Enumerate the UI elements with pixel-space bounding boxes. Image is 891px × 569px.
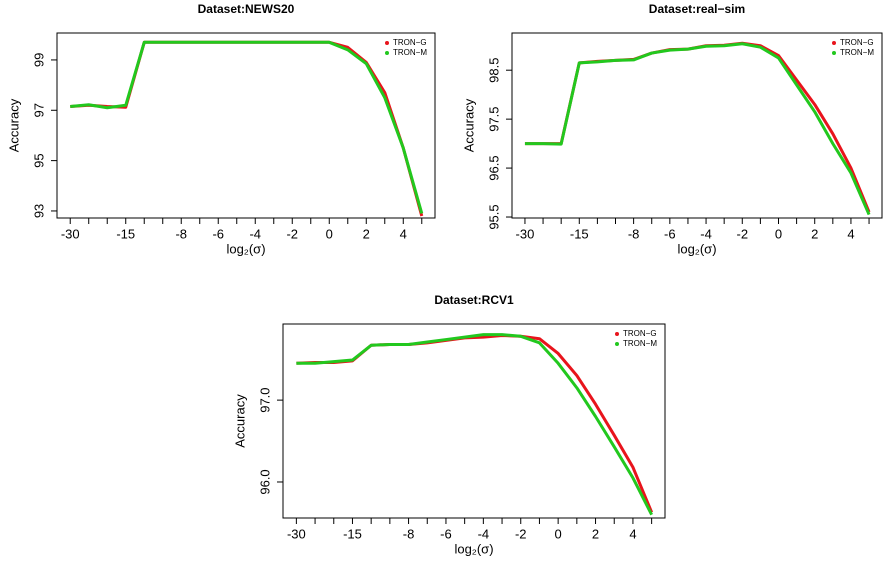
x-tick-label: 4: [847, 226, 854, 241]
legend-label: TRON−G: [393, 38, 427, 47]
x-axis-label: log₂(σ): [454, 541, 493, 556]
x-axis-label: log₂(σ): [226, 241, 265, 256]
x-tick-label: -30: [61, 226, 80, 241]
x-tick-label: 0: [775, 226, 782, 241]
x-tick-label: 0: [555, 526, 562, 541]
legend-marker: [385, 51, 389, 55]
y-axis-label: Accuracy: [6, 98, 21, 152]
x-tick-label: 2: [811, 226, 818, 241]
y-tick-label: 93: [31, 204, 46, 218]
x-tick-label: -2: [286, 226, 298, 241]
legend-label: TRON−M: [623, 339, 657, 348]
x-tick-label: -30: [287, 526, 306, 541]
x-tick-label: -4: [700, 226, 712, 241]
x-tick-label: -8: [628, 226, 640, 241]
plot-box: [282, 323, 666, 519]
x-tick-label: -15: [116, 226, 135, 241]
y-tick-label: 97: [31, 103, 46, 117]
x-tick-label: -8: [403, 526, 415, 541]
legend-label: TRON−G: [623, 329, 657, 338]
x-tick-label: -30: [516, 226, 535, 241]
x-tick-label: 2: [592, 526, 599, 541]
series-line: [524, 42, 871, 216]
series-line: [70, 40, 424, 214]
chart-title: Dataset:RCV1: [434, 293, 514, 307]
y-axis-label: Accuracy: [232, 394, 247, 448]
y-tick-label: 96.0: [257, 469, 272, 494]
y-tick-label: 95: [31, 153, 46, 167]
x-tick-label: -4: [478, 526, 490, 541]
x-tick-label: -6: [664, 226, 676, 241]
x-tick-label: -2: [736, 226, 748, 241]
legend-marker: [615, 342, 619, 346]
x-tick-label: 0: [326, 226, 333, 241]
legend-marker: [832, 51, 836, 55]
x-axis-label: log₂(σ): [677, 241, 716, 256]
y-tick-label: 95.5: [486, 204, 501, 229]
y-tick-label: 96.5: [486, 155, 501, 180]
chart-title: Dataset:NEWS20: [198, 2, 295, 16]
x-tick-label: 4: [629, 526, 636, 541]
y-tick-label: 99: [31, 53, 46, 67]
legend-marker: [832, 41, 836, 45]
legend-marker: [615, 332, 619, 336]
y-tick-label: 97.0: [257, 387, 272, 412]
x-tick-label: -2: [515, 526, 527, 541]
x-tick-label: -15: [570, 226, 589, 241]
y-axis-label: Accuracy: [461, 98, 476, 152]
series-line: [296, 333, 653, 516]
chart-title: Dataset:real−sim: [649, 2, 745, 16]
x-tick-label: -4: [249, 226, 261, 241]
legend-marker: [385, 41, 389, 45]
x-tick-label: -6: [212, 226, 224, 241]
legend-label: TRON−G: [840, 38, 874, 47]
y-tick-label: 98.5: [486, 58, 501, 83]
x-tick-label: -15: [343, 526, 362, 541]
legend-label: TRON−M: [393, 48, 427, 57]
x-tick-label: -6: [440, 526, 452, 541]
plot-box: [511, 32, 883, 219]
x-tick-label: -8: [175, 226, 187, 241]
x-tick-label: 4: [400, 226, 407, 241]
y-tick-label: 97.5: [486, 106, 501, 131]
plot-box: [56, 32, 436, 219]
legend-label: TRON−M: [840, 48, 874, 57]
x-tick-label: 2: [363, 226, 370, 241]
